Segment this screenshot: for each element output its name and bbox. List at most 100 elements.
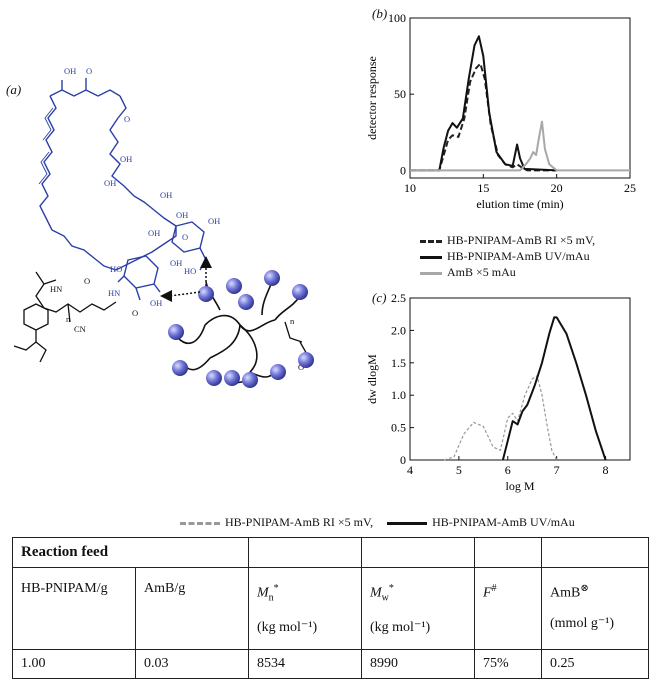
structure-label: O [84, 276, 90, 286]
sphere [206, 370, 222, 386]
header-amb: AmB/g [135, 566, 249, 651]
sphere [264, 270, 280, 286]
header-text: # [491, 583, 497, 594]
structure-label: HO [110, 264, 122, 274]
y-tick-label: 0 [400, 453, 406, 467]
legend-label: HB-PNIPAM-AmB RI ×5 mV, [225, 515, 374, 529]
x-tick-label: 8 [603, 463, 609, 477]
x-tick-label: 10 [404, 181, 416, 195]
sphere [292, 284, 308, 300]
structure-label: OH [120, 154, 132, 164]
x-tick-label: 20 [551, 181, 563, 195]
header-amb-loading: AmB⊗ (mmol g⁻¹) [541, 566, 649, 651]
y-tick-label: 100 [388, 11, 406, 25]
legend-item: HB-PNIPAM-AmB RI ×5 mV, [420, 232, 595, 248]
legend-c: HB-PNIPAM-AmB RI ×5 mV, HB-PNIPAM-AmB UV/… [180, 514, 589, 530]
chart-c: 4 5 6 7 8 0 0.5 1.0 1.5 2.0 2.5 log M dw dlogM [365, 291, 631, 493]
header-hb-pnipam: HB-PNIPAM/g [12, 566, 136, 651]
y-tick-label: 50 [394, 87, 406, 101]
structure-label: O [182, 232, 188, 242]
table-cell: 1.00 [12, 649, 136, 680]
structure-label: OH [104, 178, 116, 188]
legend-item: HB-PNIPAM-AmB RI ×5 mV, [180, 514, 373, 530]
legend-swatch [387, 521, 428, 525]
series-line-1 [501, 316, 607, 461]
sphere [224, 370, 240, 386]
structure-label: O [86, 66, 92, 76]
legend-swatch [420, 255, 442, 259]
sphere [238, 294, 254, 310]
header-mn: Mn* (kg mol⁻¹) [248, 566, 362, 651]
header-text: AmB/g [144, 581, 186, 596]
table-cell: 0.25 [541, 649, 649, 680]
amb-atom-labels: OH O O OH OH OH OH OH O OH OH HN HO OH H… [64, 66, 220, 308]
table-cell: 8990 [361, 649, 475, 680]
sphere [168, 324, 184, 340]
sphere [172, 360, 188, 376]
y-axis-label: detector response [365, 56, 379, 140]
structure-label: O [124, 114, 130, 124]
structure-label: O [298, 362, 304, 372]
header-text: * [388, 583, 394, 594]
structure-label: HN [108, 288, 120, 298]
header-text: (kg mol⁻¹) [370, 620, 431, 636]
conjugation-arrows [160, 256, 212, 302]
reaction-feed-table: Reaction feed HB-PNIPAM/g AmB/g Mn* (kg m… [12, 537, 649, 680]
header-text: * [273, 583, 279, 594]
header-text: (mmol g⁻¹) [550, 615, 615, 631]
structure-label: n [290, 316, 295, 326]
x-tick-label: 4 [407, 463, 413, 477]
table-header-row: HB-PNIPAM/g AmB/g Mn* (kg mol⁻¹) Mw* (kg m… [12, 566, 649, 651]
x-tick-label: 6 [505, 463, 511, 477]
legend-swatch [180, 521, 220, 525]
structure-label: OH [160, 190, 172, 200]
y-tick-label: 2.0 [391, 323, 406, 337]
table-cell: 8534 [248, 649, 362, 680]
structure-label: OH [148, 228, 160, 238]
header-text: (kg mol⁻¹) [257, 620, 318, 636]
structure-label: n [66, 314, 71, 324]
legend-label: HB-PNIPAM-AmB UV/mAu [432, 515, 575, 529]
table-cell [361, 537, 475, 568]
x-tick-label: 25 [624, 181, 636, 195]
structure-label: HO [184, 266, 196, 276]
y-tick-label: 0 [400, 163, 406, 177]
header-text: HB-PNIPAM/g [21, 581, 108, 596]
panel-a-tag: (a) [6, 82, 22, 97]
legend-swatch [420, 271, 442, 275]
polymer-skeleton [13, 271, 309, 363]
series-line-2 [410, 120, 630, 172]
y-tick-label: 0.5 [391, 421, 406, 435]
structure-label: OH [176, 210, 188, 220]
legend-swatch [420, 239, 442, 243]
series-line-1 [410, 35, 557, 172]
header-text: n [268, 592, 274, 604]
plot-frame [409, 297, 631, 461]
sphere [242, 372, 258, 388]
y-tick-label: 1.5 [391, 356, 406, 370]
table-cell: 75% [474, 649, 542, 680]
structure-label: OH [170, 258, 182, 268]
header-mw: Mw* (kg mol⁻¹) [361, 566, 475, 651]
panel-b-tag: (b) [372, 6, 388, 21]
legend-b: HB-PNIPAM-AmB RI ×5 mV, HB-PNIPAM-AmB UV/… [420, 232, 595, 280]
header-text: F [483, 585, 492, 601]
table-title-row: Reaction feed [12, 537, 649, 568]
header-text: AmB [550, 585, 581, 601]
table-cell [135, 537, 249, 568]
legend-label: HB-PNIPAM-AmB RI ×5 mV, [447, 233, 596, 247]
header-text: w [381, 592, 389, 604]
structure-label: OH [208, 216, 220, 226]
legend-item: HB-PNIPAM-AmB UV/mAu [387, 514, 575, 530]
header-text: ⊗ [580, 583, 589, 594]
y-tick-label: 2.5 [391, 291, 406, 305]
sphere [298, 352, 314, 368]
chemical-structure: OH O O OH OH OH OH OH O OH OH HN HO OH H… [13, 66, 314, 388]
sphere-group [168, 270, 314, 388]
panel-c-tag: (c) [372, 290, 387, 305]
table-cell [248, 537, 362, 568]
structure-label: OH [64, 66, 76, 76]
structure-label: OH [150, 298, 162, 308]
sphere [198, 286, 214, 302]
legend-label: HB-PNIPAM-AmB UV/mAu [447, 249, 590, 263]
